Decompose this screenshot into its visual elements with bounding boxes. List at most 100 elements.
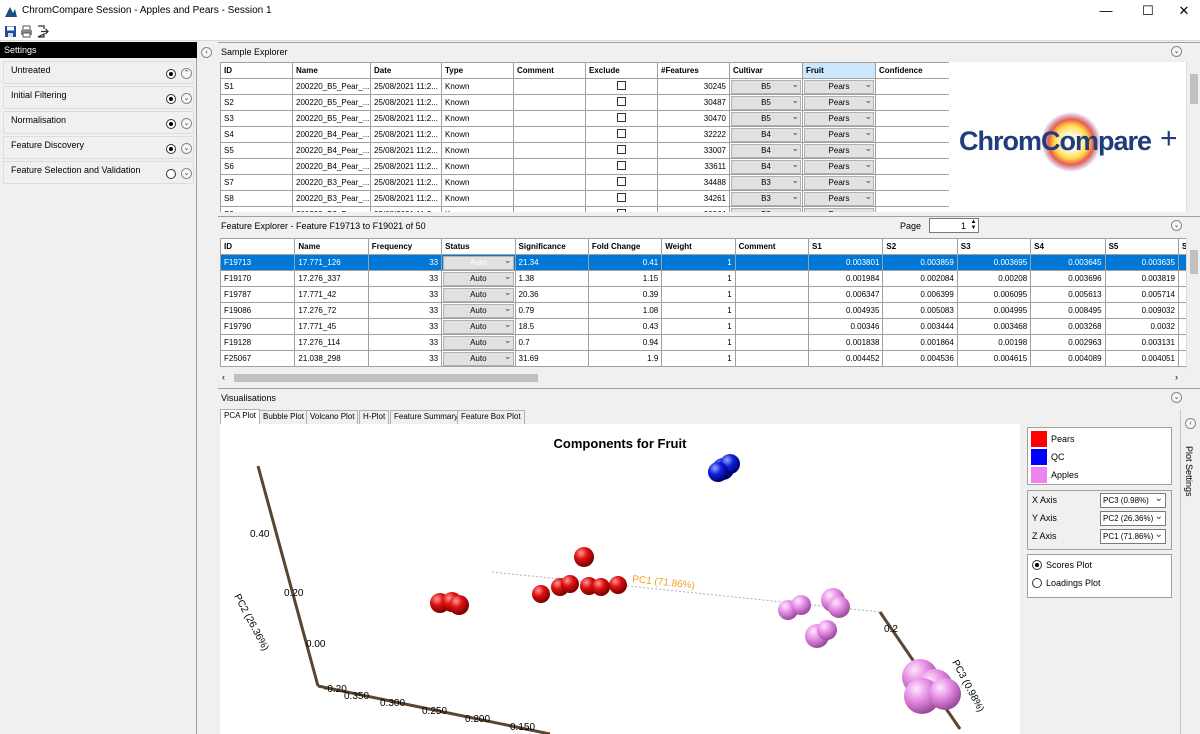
column-header[interactable]: Weight bbox=[661, 238, 736, 255]
cell-comment[interactable] bbox=[513, 174, 586, 191]
chevron-down-icon[interactable]: ⌄ bbox=[181, 168, 192, 179]
exclude-checkbox[interactable] bbox=[617, 161, 626, 170]
tab-pca-plot[interactable]: PCA Plot bbox=[220, 409, 261, 424]
column-header[interactable]: Significance bbox=[514, 238, 589, 255]
sample-row[interactable]: S1 200220_B5_Pear_... 25/08/2021 11:2... Kn… bbox=[220, 78, 950, 95]
feature-row[interactable]: F1908617.276_7233Auto0.791.0810.0049350.… bbox=[220, 302, 1186, 319]
column-header[interactable]: #Features bbox=[657, 62, 730, 79]
fruit-select[interactable]: Pears bbox=[804, 143, 874, 158]
cultivar-select[interactable]: B4 bbox=[731, 127, 801, 142]
print-icon[interactable] bbox=[20, 25, 33, 38]
sample-row[interactable]: S6 200220_B4_Pear_... 25/08/2021 11:2... Kn… bbox=[220, 158, 950, 175]
feature-row[interactable]: F1979017.771_4533Auto18.50.4310.003460.0… bbox=[220, 318, 1186, 335]
tab-h-plot[interactable]: H-Plot bbox=[359, 410, 390, 424]
sample-row[interactable]: S5 200220_B4_Pear_... 25/08/2021 11:2... Kn… bbox=[220, 142, 950, 159]
status-select[interactable]: Auto bbox=[443, 303, 514, 318]
save-icon[interactable] bbox=[4, 25, 17, 38]
exclude-checkbox[interactable] bbox=[617, 209, 626, 212]
fruit-select[interactable]: Pears bbox=[804, 95, 874, 110]
column-header[interactable]: S5 bbox=[1104, 238, 1179, 255]
cell-comment[interactable] bbox=[513, 126, 586, 143]
exit-icon[interactable] bbox=[36, 25, 49, 38]
cultivar-select[interactable]: B4 bbox=[731, 159, 801, 174]
cell-comment[interactable] bbox=[734, 286, 810, 303]
z-axis-select[interactable]: PC1 (71.86%) bbox=[1100, 529, 1166, 544]
scroll-left-icon[interactable]: ‹ bbox=[222, 372, 225, 382]
tab-volcano-plot[interactable]: Volcano Plot bbox=[306, 410, 359, 424]
column-header[interactable]: Fold Change bbox=[587, 238, 663, 255]
collapse-sidebar-button[interactable]: ‹ bbox=[201, 47, 212, 58]
page-input[interactable]: 1 bbox=[929, 218, 979, 233]
status-select[interactable]: Auto bbox=[443, 319, 514, 334]
cultivar-select[interactable]: B5 bbox=[731, 111, 801, 126]
maximize-button[interactable]: ☐ bbox=[1142, 3, 1154, 18]
column-header[interactable]: S2 bbox=[882, 238, 958, 255]
column-header[interactable]: S6 bbox=[1177, 238, 1186, 255]
column-header[interactable]: Cultivar bbox=[729, 62, 803, 79]
column-header[interactable]: Confidence bbox=[875, 62, 950, 79]
chevron-up-icon[interactable]: ⌃ bbox=[181, 68, 192, 79]
column-header[interactable]: Comment bbox=[513, 62, 586, 79]
cell-comment[interactable] bbox=[734, 254, 810, 271]
cell-comment[interactable] bbox=[513, 78, 586, 95]
cell-comment[interactable] bbox=[734, 318, 810, 335]
exclude-checkbox[interactable] bbox=[617, 113, 626, 122]
loadings-plot-radio[interactable] bbox=[1032, 578, 1042, 588]
exclude-checkbox[interactable] bbox=[617, 193, 626, 202]
cultivar-select[interactable]: B3 bbox=[731, 207, 801, 212]
scroll-right-icon[interactable]: › bbox=[1175, 372, 1178, 382]
step-radio[interactable] bbox=[166, 119, 176, 129]
cell-comment[interactable] bbox=[513, 206, 586, 212]
scrollbar-thumb[interactable] bbox=[1190, 250, 1198, 274]
fruit-select[interactable]: Pears bbox=[804, 207, 874, 212]
exclude-checkbox[interactable] bbox=[617, 129, 626, 138]
sample-row[interactable]: S7 200220_B3_Pear_... 25/08/2021 11:2... Kn… bbox=[220, 174, 950, 191]
column-header[interactable]: S3 bbox=[956, 238, 1032, 255]
column-header[interactable]: Fruit bbox=[802, 62, 876, 79]
chevron-down-icon[interactable]: ⌄ bbox=[181, 93, 192, 104]
step-normalisation[interactable]: Normalisation ⌄ bbox=[3, 111, 194, 134]
cultivar-select[interactable]: B5 bbox=[731, 95, 801, 110]
column-header[interactable]: Comment bbox=[734, 238, 810, 255]
page-stepper-icon[interactable]: ▲ ▼ bbox=[970, 219, 977, 231]
cultivar-select[interactable]: B3 bbox=[731, 191, 801, 206]
cell-comment[interactable] bbox=[513, 94, 586, 111]
sample-row[interactable]: S3 200220_B5_Pear_... 25/08/2021 11:2... Kn… bbox=[220, 110, 950, 127]
sample-row[interactable]: S2 200220_B5_Pear_... 25/08/2021 11:2... Kn… bbox=[220, 94, 950, 111]
step-radio[interactable] bbox=[166, 69, 176, 79]
chevron-left-icon[interactable]: ‹ bbox=[1185, 418, 1196, 429]
tab-feature-box-plot[interactable]: Feature Box Plot bbox=[457, 410, 525, 424]
cultivar-select[interactable]: B3 bbox=[731, 175, 801, 190]
step-feature-selection[interactable]: Feature Selection and Validation ⌄ bbox=[3, 161, 194, 184]
column-header[interactable]: ID bbox=[220, 62, 293, 79]
sample-row[interactable]: S8 200220_B3_Pear_... 25/08/2021 11:2... Kn… bbox=[220, 190, 950, 207]
column-header[interactable]: Name bbox=[294, 238, 369, 255]
fruit-select[interactable]: Pears bbox=[804, 127, 874, 142]
step-untreated[interactable]: Untreated ⌃ bbox=[3, 61, 194, 84]
cell-comment[interactable] bbox=[734, 270, 810, 287]
exclude-checkbox[interactable] bbox=[617, 177, 626, 186]
cell-comment[interactable] bbox=[734, 334, 810, 351]
feature-row[interactable]: F1917017.276_33733Auto1.381.1510.0019840… bbox=[220, 270, 1186, 287]
minimize-button[interactable]: — bbox=[1099, 3, 1113, 18]
step-feature-discovery[interactable]: Feature Discovery ⌄ bbox=[3, 136, 194, 159]
feature-vertical-scrollbar[interactable] bbox=[1186, 238, 1200, 370]
cell-comment[interactable] bbox=[734, 302, 810, 319]
x-axis-select[interactable]: PC3 (0.98%) bbox=[1100, 493, 1166, 508]
sample-vertical-scrollbar[interactable] bbox=[1186, 62, 1200, 212]
cultivar-select[interactable]: B5 bbox=[731, 79, 801, 94]
scrollbar-thumb[interactable] bbox=[234, 374, 538, 382]
pca-3d-canvas[interactable]: 0.40 0.20 0.00 -0.20 0.350 0.300 0.250 0… bbox=[220, 424, 1020, 734]
column-header[interactable]: Status bbox=[441, 238, 516, 255]
chevron-down-icon[interactable]: ⌄ bbox=[1171, 46, 1182, 57]
chevron-down-icon[interactable]: ⌄ bbox=[1171, 220, 1182, 231]
column-header[interactable]: Frequency bbox=[367, 238, 443, 255]
sample-row[interactable]: S9200220_B3_Pear_...25/08/2021 11:2...Kn… bbox=[220, 206, 950, 212]
column-header[interactable]: Name bbox=[292, 62, 371, 79]
feature-row[interactable]: F1978717.771_4233Auto20.360.3910.0063470… bbox=[220, 286, 1186, 303]
column-header[interactable]: Type bbox=[441, 62, 514, 79]
fruit-select[interactable]: Pears bbox=[804, 191, 874, 206]
chevron-down-icon[interactable]: ⌄ bbox=[1171, 392, 1182, 403]
plot-settings-sidebar[interactable]: ‹ Plot Settings bbox=[1180, 410, 1200, 734]
